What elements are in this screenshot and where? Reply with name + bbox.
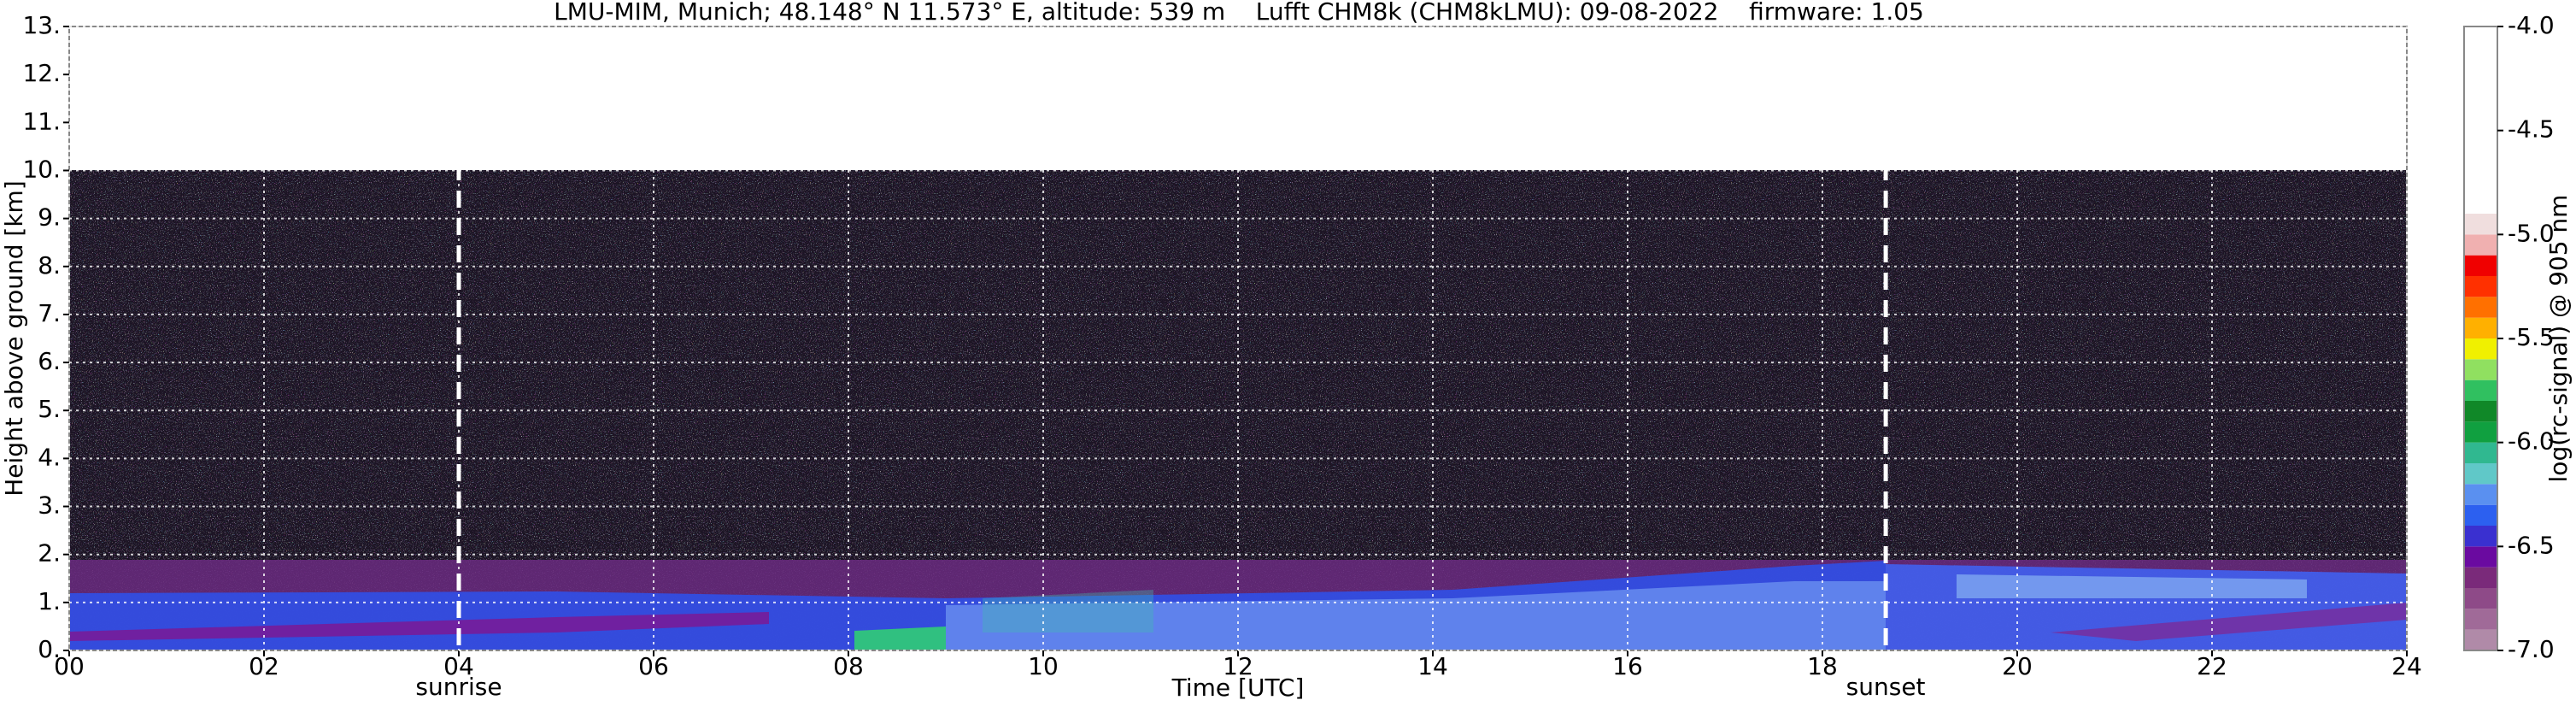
colorbar-segment xyxy=(2464,338,2497,360)
y-tick-label: 2. xyxy=(38,539,61,568)
colorbar-tick-label: -4.0 xyxy=(2508,11,2555,39)
chart-title: LMU-MIM, Munich; 48.148° N 11.573° E, al… xyxy=(554,0,1924,26)
x-tick-label: 04 xyxy=(443,652,474,680)
colorbar-label: log(rc-signal) @ 905 nm xyxy=(2544,195,2573,483)
x-tick-label: 20 xyxy=(2002,652,2033,680)
y-tick-label: 3. xyxy=(38,491,61,520)
y-axis-label: Height above ground [km] xyxy=(0,180,28,497)
colorbar-segment xyxy=(2464,317,2497,338)
x-tick-label: 18 xyxy=(1807,652,1838,680)
x-tick-label: 10 xyxy=(1028,652,1059,680)
y-tick-label: 0. xyxy=(38,635,61,663)
colorbar-tick-label: -7.0 xyxy=(2508,635,2555,663)
colorbar-segment xyxy=(2464,214,2497,235)
y-tick-label: 9. xyxy=(38,203,61,232)
colorbar-segment xyxy=(2464,234,2497,256)
x-tick-label: 14 xyxy=(1417,652,1448,680)
colorbar-segment xyxy=(2464,546,2497,568)
colorbar-tick-label: -5.0 xyxy=(2508,219,2555,247)
colorbar-tick-label: -6.5 xyxy=(2508,531,2555,559)
x-tick-label: 22 xyxy=(2197,652,2227,680)
colorbar-tick-label: -6.0 xyxy=(2508,427,2555,456)
colorbar-tick-label: -5.5 xyxy=(2508,323,2555,351)
y-tick-label: 13. xyxy=(22,11,61,39)
colorbar-segment xyxy=(2464,463,2497,485)
y-tick-label: 8. xyxy=(38,251,61,279)
y-tick-label: 5. xyxy=(38,395,61,423)
colorbar-segment xyxy=(2464,401,2497,422)
x-tick-label: 16 xyxy=(1612,652,1643,680)
x-tick-label: 24 xyxy=(2391,652,2422,680)
x-tick-label: 00 xyxy=(54,652,85,680)
colorbar-segment xyxy=(2464,484,2497,505)
colorbar-segment xyxy=(2464,379,2497,401)
y-tick-label: 7. xyxy=(38,299,61,327)
colorbar-segment xyxy=(2464,442,2497,463)
colorbar-segment xyxy=(2464,26,2497,214)
colorbar-segment xyxy=(2464,297,2497,318)
colorbar-segment xyxy=(2464,421,2497,443)
x-axis-label: Time [UTC] xyxy=(1171,674,1305,702)
annotation-label: sunset xyxy=(1846,673,1926,701)
colorbar-segment xyxy=(2464,526,2497,547)
colorbar-segment xyxy=(2464,255,2497,276)
colorbar-segment xyxy=(2464,629,2497,650)
y-tick-label: 10. xyxy=(22,155,61,183)
annotation-label: sunrise xyxy=(415,673,502,701)
colorbar-segment xyxy=(2464,359,2497,380)
y-tick-label: 1. xyxy=(38,587,61,615)
x-tick-label: 12 xyxy=(1223,652,1253,680)
y-tick-label: 11. xyxy=(22,107,61,135)
colorbar-segment xyxy=(2464,276,2497,297)
y-tick-label: 6. xyxy=(38,347,61,375)
x-tick-label: 02 xyxy=(249,652,279,680)
y-tick-label: 4. xyxy=(38,443,61,471)
colorbar-segment xyxy=(2464,567,2497,588)
y-tick-label: 12. xyxy=(22,59,61,87)
colorbar-segment xyxy=(2464,504,2497,526)
x-tick-label: 08 xyxy=(833,652,864,680)
colorbar-segment xyxy=(2464,588,2497,609)
colorbar-segment xyxy=(2464,609,2497,630)
x-tick-label: 06 xyxy=(638,652,669,680)
colorbar-tick-label: -4.5 xyxy=(2508,115,2555,144)
